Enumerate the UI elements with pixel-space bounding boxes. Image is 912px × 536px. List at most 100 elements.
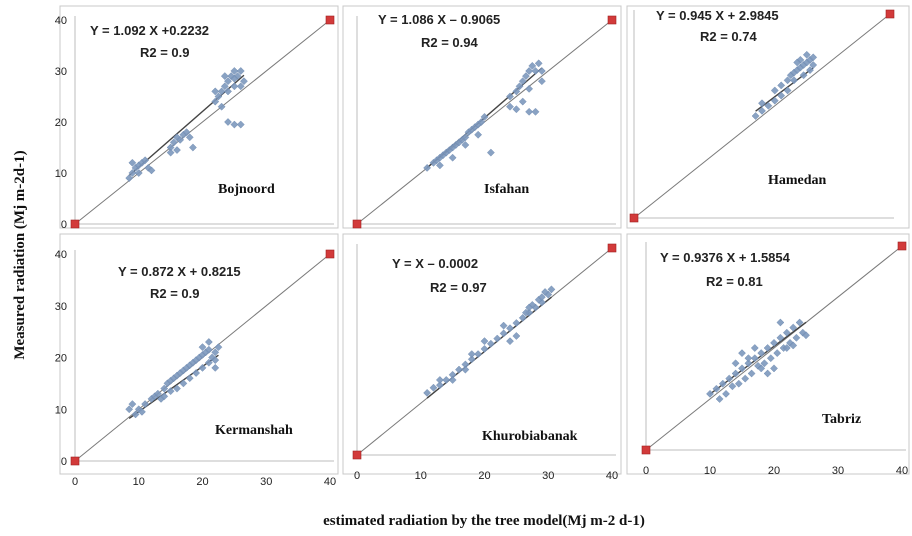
data-point (758, 99, 766, 108)
data-point (715, 395, 724, 403)
data-point (518, 97, 527, 106)
data-point (541, 288, 550, 296)
r-squared-label: R2 = 0.74 (700, 29, 758, 44)
data-point (455, 365, 463, 374)
x-tick-label: 20 (196, 476, 208, 488)
data-point (754, 361, 762, 370)
data-point (198, 343, 207, 352)
y-tick-label: 10 (55, 404, 67, 416)
r-squared-label: R2 = 0.94 (421, 35, 479, 50)
data-point (230, 67, 239, 75)
data-point (531, 107, 540, 116)
data-point (477, 118, 486, 126)
data-point (738, 364, 746, 373)
origin-marker (352, 450, 362, 460)
data-point (528, 300, 537, 309)
data-point (166, 148, 175, 157)
data-point (474, 350, 483, 359)
data-point (802, 331, 810, 340)
y-tick-label: 40 (55, 15, 67, 27)
regression-equation: Y = 0.945 X + 2.9845 (656, 8, 779, 23)
data-point (506, 92, 514, 101)
data-point (537, 77, 546, 86)
data-point (547, 285, 556, 294)
data-point (224, 87, 232, 96)
data-point (744, 359, 753, 368)
data-point (789, 323, 798, 332)
data-point (798, 328, 807, 337)
data-point (423, 163, 432, 172)
data-point (131, 410, 140, 419)
data-point (467, 350, 476, 359)
data-point (518, 313, 527, 322)
data-point (506, 324, 514, 333)
data-point (185, 374, 194, 383)
data-point (783, 76, 792, 85)
station-name: Bojnoord (218, 182, 275, 197)
data-point (486, 148, 495, 157)
x-tick-label: 10 (133, 476, 145, 488)
r-squared-label: R2 = 0.97 (430, 280, 487, 295)
panel-khurobiabanak: 0 10 20 30 40 Y = X – 0.0002 R2 = 0.97 Khurobia… (342, 233, 622, 482)
data-point (493, 334, 502, 343)
panel-frame (626, 233, 910, 475)
data-point (147, 166, 156, 175)
x-tick-label: 0 (643, 465, 649, 477)
data-point (770, 96, 779, 105)
data-point (442, 376, 451, 384)
data-point (173, 384, 181, 393)
data-point (214, 343, 223, 352)
regression-equation: Y = 0.872 X + 0.8215 (118, 264, 241, 279)
r-squared-label: R2 = 0.9 (140, 45, 190, 60)
data-point (799, 71, 808, 80)
x-tick-label: 10 (704, 465, 716, 477)
data-point (518, 77, 527, 86)
data-point (763, 344, 772, 352)
data-point (512, 332, 521, 340)
panel-bojnoord: 0 10 20 30 40 Y = 1.092 X +0.2232 R2 = 0.9 Bojn… (55, 5, 339, 231)
station-name: Tabriz (822, 412, 861, 427)
data-point (211, 356, 220, 365)
data-point (731, 359, 740, 368)
data-point (239, 77, 248, 86)
data-point (160, 392, 169, 401)
data-point (809, 53, 818, 62)
data-point (429, 383, 438, 392)
data-point (718, 379, 727, 388)
data-point (217, 102, 226, 111)
data-point (531, 67, 540, 75)
one-to-one-line (633, 13, 891, 219)
data-point (461, 133, 470, 142)
data-point (758, 106, 766, 115)
data-point (706, 389, 714, 398)
data-point (176, 135, 185, 144)
data-point (770, 364, 778, 373)
origin-marker (352, 219, 362, 229)
x-tick-label: 0 (72, 476, 78, 488)
data-point (435, 161, 444, 170)
x-tick-label: 10 (415, 470, 427, 482)
station-name: Kermanshah (215, 423, 293, 438)
x-tick-label: 20 (478, 470, 490, 482)
data-point (137, 407, 146, 416)
data-point (224, 118, 232, 126)
regression-equation: Y = 0.9376 X + 1.5854 (660, 250, 791, 265)
regression-equation: Y = 1.092 X +0.2232 (90, 23, 209, 38)
data-point (499, 321, 508, 330)
data-point (211, 87, 220, 96)
data-point (461, 365, 470, 374)
data-point (763, 369, 772, 378)
data-point (773, 349, 782, 358)
data-point (211, 363, 220, 372)
data-point (230, 82, 239, 91)
data-point (506, 337, 514, 346)
data-point (185, 133, 194, 142)
x-tick-label: 20 (768, 465, 780, 477)
data-point (770, 86, 779, 95)
data-point (789, 341, 798, 350)
data-point (160, 384, 169, 393)
data-point (480, 337, 489, 346)
data-point (806, 66, 814, 75)
max-marker (325, 249, 335, 259)
